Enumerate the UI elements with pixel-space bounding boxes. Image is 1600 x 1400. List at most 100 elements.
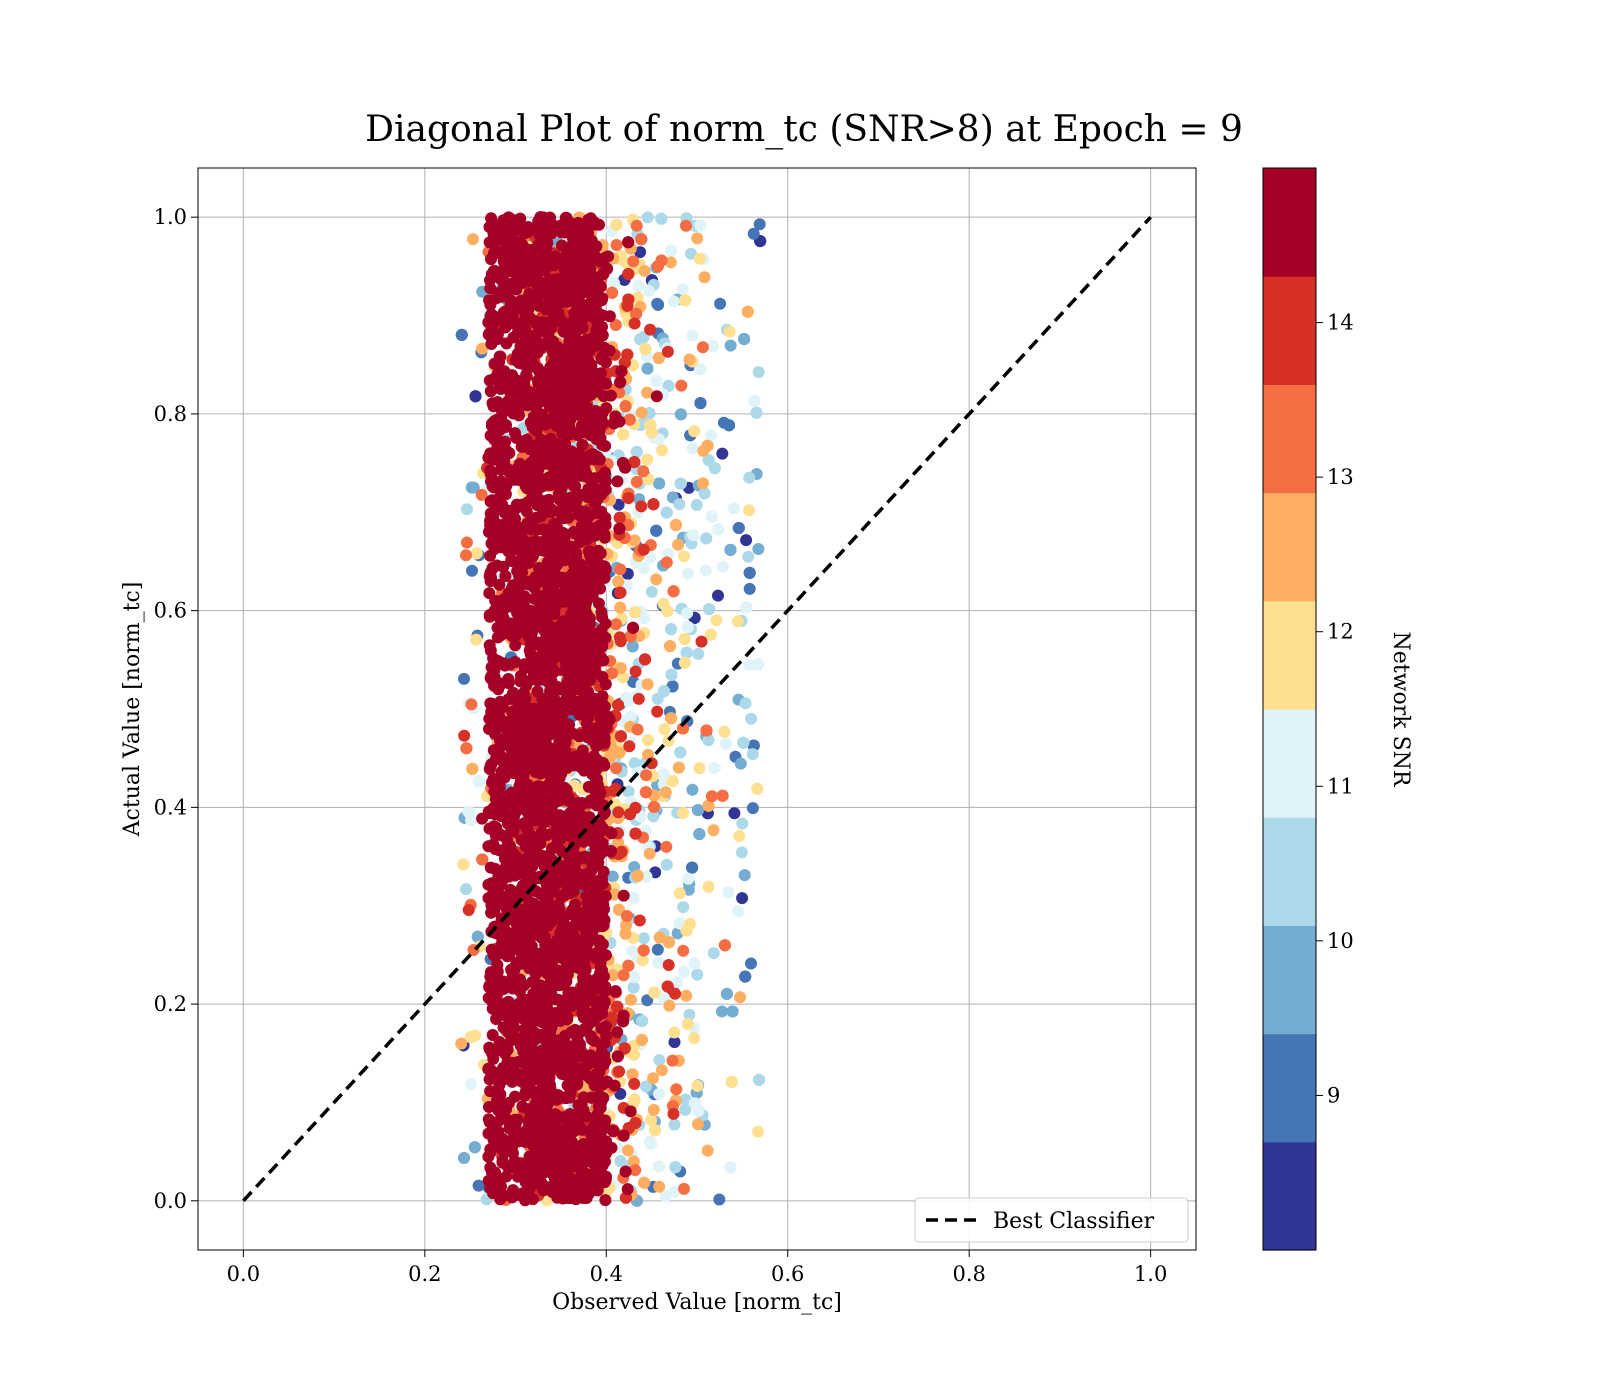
scatter-point	[639, 342, 652, 355]
scatter-point	[682, 872, 695, 885]
scatter-point	[627, 621, 639, 634]
scatter-point	[638, 612, 651, 625]
scatter-point	[624, 1105, 637, 1118]
scatter-point	[742, 550, 755, 563]
scatter-point	[641, 386, 654, 399]
scatter-point	[677, 965, 690, 978]
scatter-point	[630, 445, 643, 458]
scatter-point	[632, 280, 645, 293]
scatter-point	[702, 799, 715, 812]
scatter-point	[641, 678, 654, 691]
scatter-point	[743, 582, 756, 595]
scatter-point	[651, 260, 664, 273]
scatter-point	[615, 845, 628, 858]
scatter-point	[653, 931, 666, 944]
scatter-point	[637, 932, 650, 945]
scatter-point	[637, 543, 650, 556]
scatter-point	[708, 762, 721, 774]
scatter-point	[627, 892, 640, 904]
scatter-point	[666, 1054, 679, 1067]
scatter-point	[630, 219, 643, 232]
scatter-point	[656, 444, 668, 457]
scatter-point	[469, 390, 482, 403]
scatter-point	[706, 340, 719, 353]
scatter-point	[697, 477, 709, 490]
scatter-point	[457, 858, 470, 871]
scatter-point	[694, 397, 707, 410]
scatter-point	[682, 567, 694, 580]
scatter-point	[468, 1141, 481, 1154]
scatter-point	[635, 500, 648, 513]
scatter-point	[635, 233, 648, 246]
scatter-point	[650, 374, 663, 387]
scatter-point	[746, 748, 759, 761]
scatter-point	[647, 1072, 659, 1085]
scatter-point	[683, 1008, 696, 1021]
scatter-point	[662, 959, 675, 971]
scatter-point	[713, 1193, 726, 1206]
scatter-point	[613, 511, 626, 524]
scatter-point	[691, 1079, 704, 1092]
scatter-point	[688, 957, 701, 970]
scatter-point	[470, 547, 483, 560]
scatter-point	[736, 892, 749, 905]
scatter-point	[668, 1036, 681, 1049]
scatter-point	[620, 919, 632, 932]
scatter-point	[462, 904, 475, 916]
scatter-point	[622, 1144, 634, 1157]
scatter-point	[475, 488, 488, 501]
scatter-point	[677, 807, 690, 819]
scatter-point	[660, 506, 673, 519]
scatter-point	[607, 1125, 620, 1138]
scatter-point	[653, 477, 666, 490]
scatter-point	[714, 297, 727, 310]
scatter-point	[622, 492, 635, 505]
scatter-point	[648, 986, 661, 999]
scatter-point	[618, 1042, 631, 1055]
scatter-point	[693, 252, 706, 265]
scatter-point	[728, 502, 740, 515]
scatter-point	[664, 640, 676, 653]
scatter-point	[690, 499, 703, 511]
scatter-point	[631, 723, 644, 736]
scatter-point	[652, 956, 665, 969]
scatter-point	[660, 858, 673, 871]
scatter-point	[728, 807, 741, 820]
scatter-point	[743, 566, 756, 579]
scatter-point	[614, 662, 627, 675]
scatter-point	[680, 989, 693, 1002]
scatter-point	[465, 1078, 478, 1091]
scatter-point	[672, 538, 685, 551]
scatter-point	[655, 212, 668, 225]
scatter-point	[644, 551, 657, 564]
scatter-point	[629, 665, 642, 678]
scatter-point	[680, 219, 692, 232]
scatter-point	[688, 1032, 701, 1045]
scatter-point	[652, 352, 665, 364]
scatter-point	[669, 987, 681, 1000]
scatter-point	[718, 939, 731, 952]
scatter-point	[725, 1076, 738, 1088]
scatter-point	[608, 277, 620, 290]
chart-title: Diagonal Plot of norm_tc (SNR>8) at Epoc…	[365, 109, 1243, 150]
scatter-point	[467, 233, 479, 246]
scatter-point	[636, 954, 649, 967]
scatter-point	[694, 363, 707, 376]
scatter-point	[665, 244, 677, 257]
scatter-point	[697, 444, 710, 457]
scatter-point	[678, 1182, 690, 1195]
scatter-point	[712, 589, 724, 602]
scatter-point	[665, 668, 678, 681]
scatter-point	[627, 1048, 640, 1061]
scatter-point	[467, 481, 480, 494]
scatter-point	[647, 498, 660, 511]
scatter-point	[716, 789, 729, 802]
scatter-point	[471, 930, 484, 943]
scatter-point	[641, 362, 654, 375]
scatter-point	[681, 1018, 694, 1030]
scatter-point	[724, 339, 737, 352]
scatter-point	[732, 522, 745, 534]
scatter-point	[708, 462, 721, 475]
scatter-point	[732, 905, 745, 918]
